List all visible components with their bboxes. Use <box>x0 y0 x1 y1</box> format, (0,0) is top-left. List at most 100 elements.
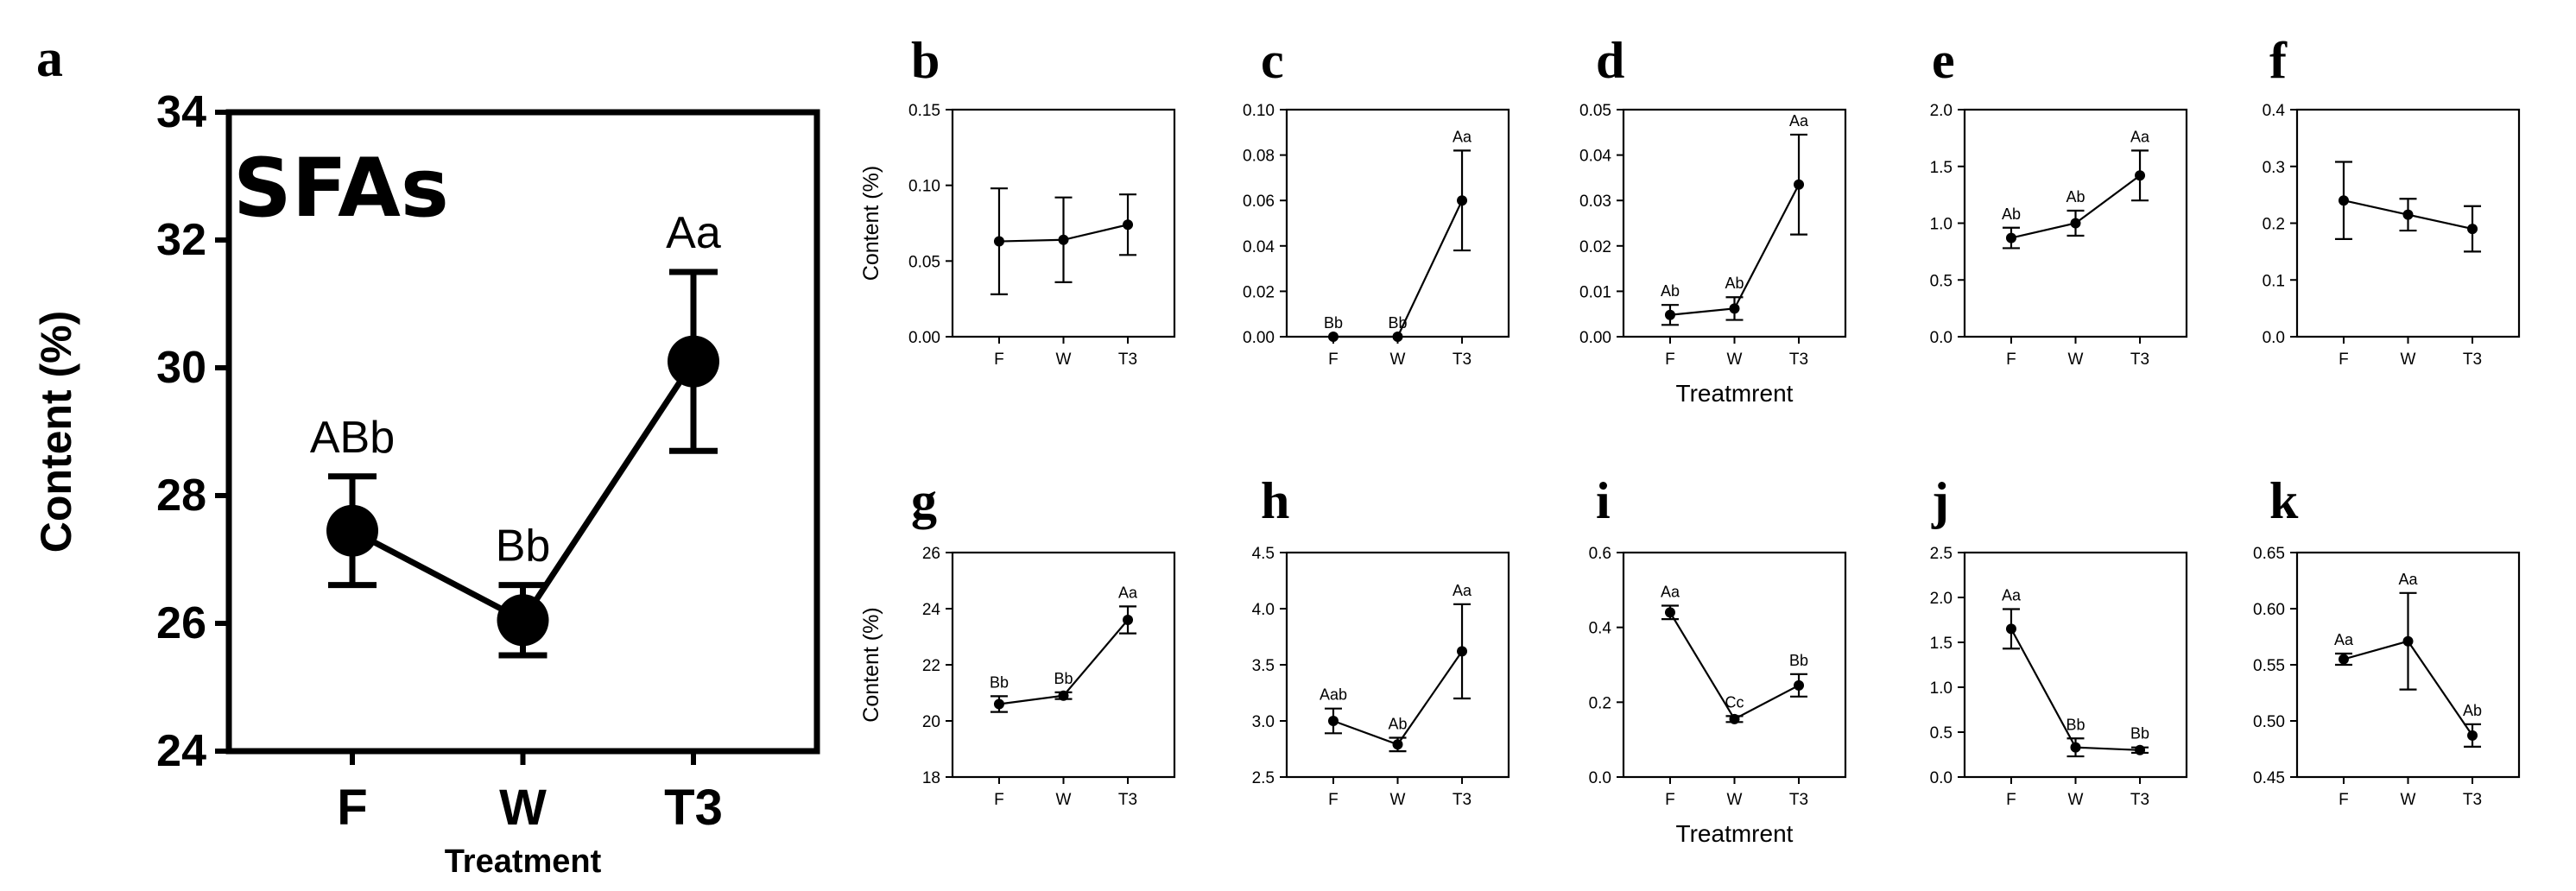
y-tick-label: 1.5 <box>1930 159 1953 177</box>
panel-letter-e: e <box>1932 32 1955 89</box>
x-tick-label: W <box>1390 791 1406 809</box>
y-axis-title: Content (%) <box>32 311 80 553</box>
panel-f: f 0.0 0.1 0.2 0.3 0.4 F W T3 <box>2263 32 2521 369</box>
y-tick-label: 0.2 <box>1589 694 1611 712</box>
data-point <box>1664 607 1675 618</box>
significance-label: Bb <box>1789 652 1808 669</box>
data-point <box>1457 195 1468 206</box>
y-tick-label: 34 <box>156 87 206 137</box>
panel-letter-b: b <box>911 32 940 89</box>
x-tick-label: F <box>1328 791 1339 809</box>
y-tick-label: 0.60 <box>2253 601 2285 619</box>
data-point <box>2467 224 2478 235</box>
panel-b: b 0.00 0.05 0.10 0.15 F W T3 Content (%) <box>859 32 1176 369</box>
y-tick-label: 0.4 <box>1589 620 1612 638</box>
panel-k: k 0.45 0.50 0.55 0.60 0.65 F W T3 Aa Aa Ab <box>2253 472 2521 809</box>
y-tick-label: 0.05 <box>1579 102 1611 120</box>
data-point <box>2402 635 2414 647</box>
y-tick-label: 2.5 <box>1930 545 1953 563</box>
data-point <box>2005 232 2016 243</box>
y-tick-label: 0.02 <box>1579 238 1611 256</box>
y-tick-label: 0.3 <box>2263 159 2285 177</box>
y-tick-label: 0.00 <box>1579 329 1611 347</box>
x-tick-label: T3 <box>664 780 723 836</box>
y-tick-label: 0.04 <box>1243 238 1275 256</box>
data-point <box>2467 730 2478 741</box>
x-tick-label: W <box>1727 351 1743 369</box>
significance-label: Aa <box>1661 584 1680 601</box>
x-tick-label: F <box>1665 791 1675 809</box>
panel-e: e 0.0 0.5 1.0 1.5 2.0 F W T3 Ab Ab Aa <box>1930 32 2188 369</box>
series-line <box>1669 184 1801 316</box>
plot-frame <box>1285 108 1510 338</box>
y-tick-label: 0.45 <box>2253 769 2285 787</box>
x-tick-label: T3 <box>2463 351 2482 369</box>
data-point <box>2402 209 2414 220</box>
data-point <box>1794 679 1805 691</box>
y-tick-label: 0.4 <box>2263 102 2286 120</box>
data-point <box>993 698 1004 710</box>
data-point <box>993 236 1004 247</box>
panel-letter-a: a <box>36 29 63 88</box>
panel-i: i 0.0 0.2 0.4 0.6 F W T3 Treatmrent Aa Cc Bb <box>1589 472 1847 847</box>
y-tick-label: 22 <box>922 657 940 675</box>
panel-h: h 2.5 3.0 3.5 4.0 4.5 F W T3 Aab Ab Aa <box>1252 472 1510 809</box>
significance-label: Aa <box>666 208 721 258</box>
y-tick-label: 0.5 <box>1930 724 1953 742</box>
y-tick-label: 0.0 <box>1930 769 1953 787</box>
data-point <box>2338 195 2349 206</box>
y-tick-label: 3.0 <box>1252 713 1275 731</box>
y-tick-label: 24 <box>156 726 206 776</box>
y-tick-label: 0.08 <box>1243 148 1275 166</box>
significance-label: Aa <box>2398 571 2418 588</box>
y-tick-label: 2.0 <box>1930 590 1953 608</box>
plot-frame <box>951 551 1176 779</box>
y-tick-label: 1.0 <box>1930 679 1953 698</box>
plot-frame <box>1622 551 1847 779</box>
x-tick-label: F <box>1328 351 1339 369</box>
data-point <box>1123 615 1134 625</box>
data-point <box>1664 309 1675 320</box>
panel-letter-f: f <box>2269 32 2288 89</box>
y-tick-label: 1.0 <box>1930 216 1953 234</box>
significance-label: Aa <box>1453 128 1472 145</box>
x-tick-label: F <box>1665 351 1675 369</box>
significance-label: Bb <box>1054 670 1073 687</box>
y-tick-label: 0.01 <box>1579 283 1611 301</box>
data-point <box>1123 219 1134 231</box>
data-point <box>2135 170 2146 181</box>
significance-label: Bb <box>2066 716 2085 733</box>
y-tick-label: 24 <box>922 601 941 619</box>
x-tick-label: F <box>2006 791 2016 809</box>
y-tick-label: 32 <box>156 215 206 265</box>
y-tick-label: 0.5 <box>1930 272 1953 290</box>
x-tick-label: W <box>499 780 547 836</box>
x-tick-label: F <box>994 351 1004 369</box>
y-tick-label: 30 <box>156 343 206 393</box>
x-tick-label: T3 <box>1453 791 1472 809</box>
significance-label: Aa <box>2002 587 2022 604</box>
data-point <box>1794 179 1805 190</box>
significance-label: Aa <box>1453 582 1472 599</box>
x-tick-label: F <box>2339 791 2349 809</box>
data-point <box>1729 713 1740 724</box>
significance-label: Bb <box>496 521 551 572</box>
significance-label: Ab <box>2463 702 2482 719</box>
y-tick-label: 3.5 <box>1252 657 1275 675</box>
panel-letter-c: c <box>1261 32 1284 89</box>
y-tick-label: 26 <box>156 598 206 648</box>
y-tick-label: 0.10 <box>1243 102 1275 120</box>
data-point <box>2005 623 2016 635</box>
x-tick-label: T3 <box>2130 351 2149 369</box>
y-tick-label: 0.0 <box>1589 769 1611 787</box>
data-point <box>2070 742 2081 753</box>
data-point <box>1729 303 1740 314</box>
panel-letter-h: h <box>1261 472 1289 529</box>
significance-label: Bb <box>1324 314 1343 332</box>
data-point <box>2135 744 2146 755</box>
data-point <box>2338 654 2349 665</box>
y-tick-label: 2.5 <box>1252 769 1275 787</box>
panel-letter-d: d <box>1596 32 1624 89</box>
panel-d: d 0.00 0.01 0.02 0.03 0.04 0.05 F W T3 Treatmrent A… <box>1579 32 1847 407</box>
